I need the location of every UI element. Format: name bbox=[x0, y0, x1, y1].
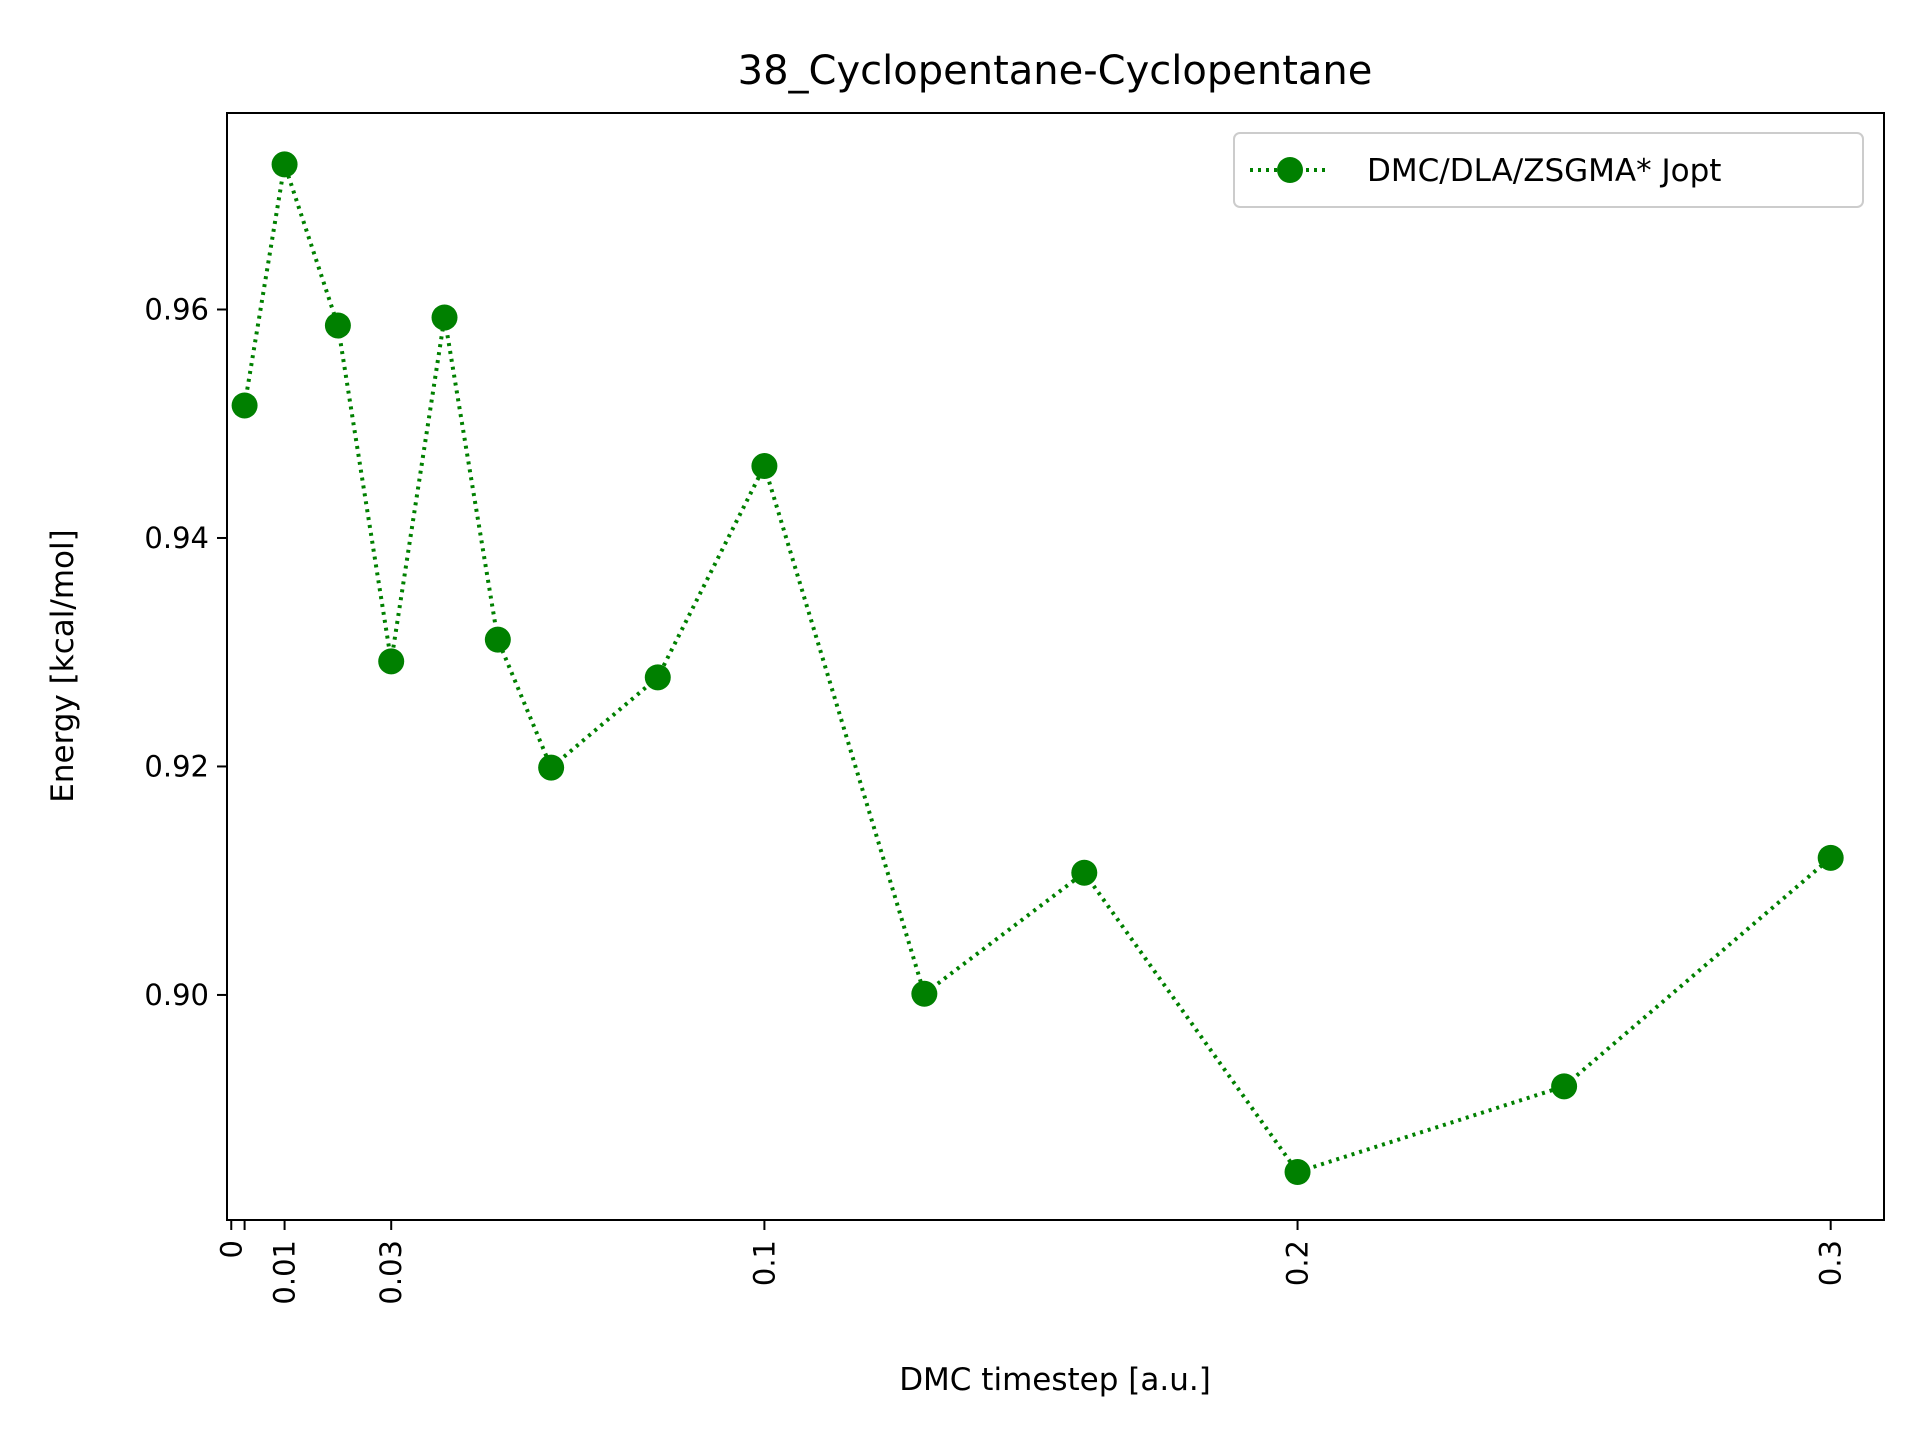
legend-frame bbox=[1233, 132, 1864, 208]
data-point bbox=[538, 754, 565, 781]
data-point bbox=[431, 304, 458, 331]
data-point bbox=[1071, 859, 1098, 886]
legend-label: DMC/DLA/ZSGMA* Jopt bbox=[1367, 153, 1721, 189]
data-point bbox=[324, 312, 351, 339]
x-tick-label: 0.1 bbox=[747, 1240, 781, 1286]
data-point bbox=[271, 151, 298, 178]
x-tick-label: 0.03 bbox=[374, 1240, 408, 1305]
y-axis-ticks: 0.90 0.92 0.94 0.96 bbox=[144, 292, 227, 1012]
y-tick-label: 0.94 bbox=[144, 521, 209, 555]
x-tick-label: 0.3 bbox=[1814, 1240, 1848, 1286]
plot-frame bbox=[226, 112, 1885, 1221]
data-point bbox=[231, 392, 258, 419]
data-point bbox=[484, 626, 511, 653]
chart-title: 38_Cyclopentane-Cyclopentane bbox=[738, 48, 1373, 94]
data-point bbox=[1551, 1073, 1578, 1100]
x-tick-label: 0 bbox=[214, 1240, 248, 1258]
x-axis-label: DMC timestep [a.u.] bbox=[899, 1362, 1211, 1398]
data-point bbox=[1817, 844, 1844, 871]
x-tick-label: 0.2 bbox=[1281, 1240, 1315, 1286]
x-axis-ticks: 0 0.01 0.03 0.1 0.2 0.3 bbox=[214, 1220, 1848, 1305]
data-point bbox=[751, 453, 778, 480]
y-tick-label: 0.92 bbox=[144, 749, 209, 783]
series-layer bbox=[231, 151, 1844, 1186]
data-point bbox=[378, 648, 405, 675]
x-tick-label: 0.01 bbox=[268, 1240, 302, 1305]
y-tick-label: 0.96 bbox=[144, 292, 209, 326]
data-point bbox=[911, 980, 938, 1007]
y-axis-label: Energy [kcal/mol] bbox=[45, 529, 81, 802]
data-point bbox=[1284, 1159, 1311, 1186]
data-point bbox=[644, 664, 671, 691]
legend: DMC/DLA/ZSGMA* Jopt bbox=[1233, 132, 1864, 208]
series-line bbox=[242, 163, 1832, 1175]
y-tick-label: 0.90 bbox=[144, 978, 209, 1012]
legend-marker bbox=[1277, 157, 1303, 183]
